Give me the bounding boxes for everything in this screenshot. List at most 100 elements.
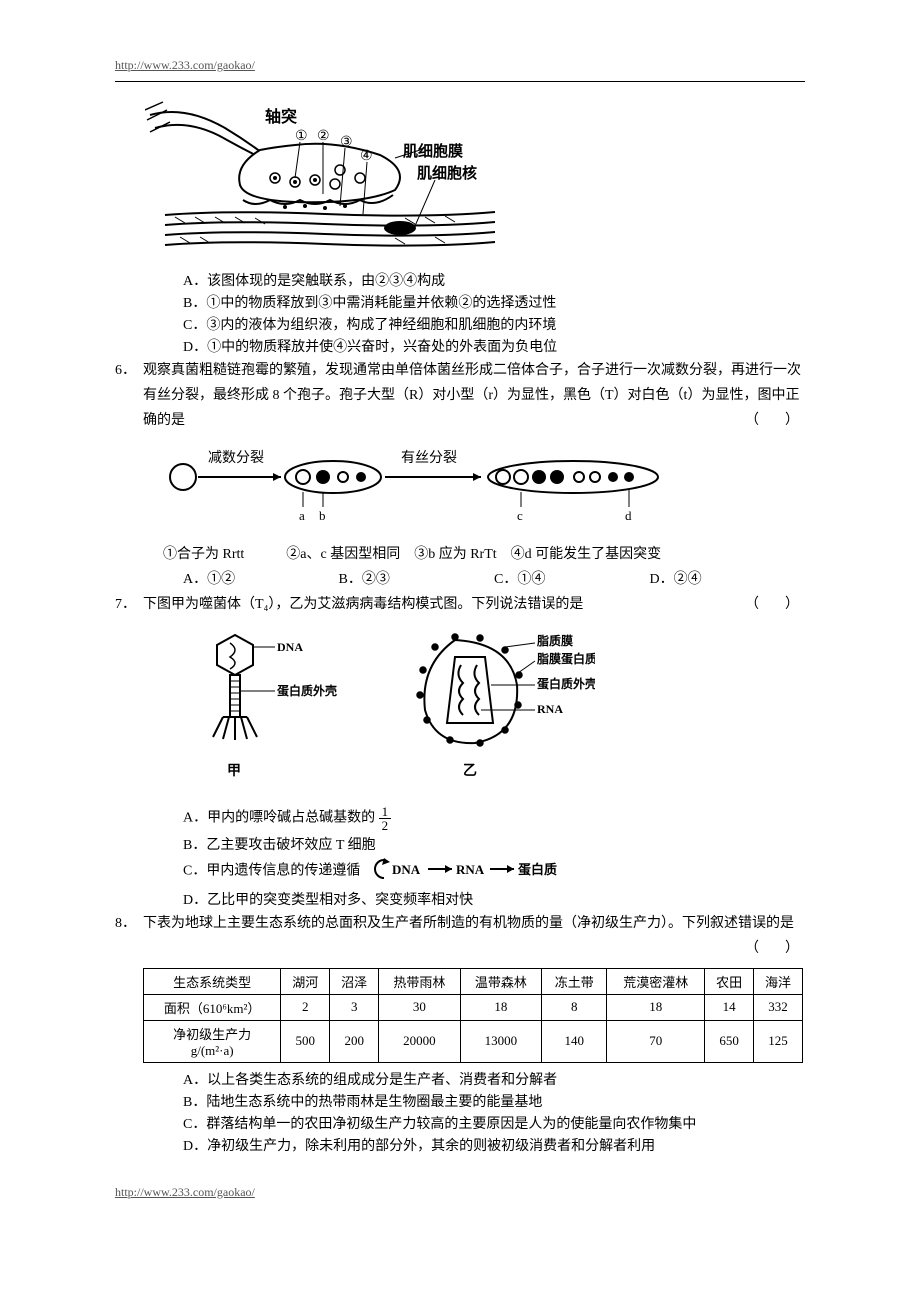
td: 500 bbox=[281, 1020, 330, 1062]
q8-opt-a: A．以上各类生态系统的组成成分是生产者、消费者和分解者 bbox=[183, 1069, 805, 1089]
td: 18 bbox=[460, 994, 542, 1020]
q7-text: 下图甲为噬菌体（T₄），乙为艾滋病病毒结构模式图。下列说法错误的是 （ ） bbox=[143, 592, 805, 617]
q6: 6． 观察真菌粗糙链孢霉的繁殖，发现通常由单倍体菌丝形成二倍体合子，合子进行一次… bbox=[115, 358, 805, 434]
q6-text: 观察真菌粗糙链孢霉的繁殖，发现通常由单倍体菌丝形成二倍体合子，合子进行一次减数分… bbox=[143, 358, 805, 434]
q7-options: A．甲内的嘌呤碱占总碱基数的 12 B．乙主要攻击破坏效应 T 细胞 C．甲内遗… bbox=[115, 805, 805, 909]
td: 3 bbox=[330, 994, 379, 1020]
q5-opt-b: B．①中的物质释放到③中需消耗能量并依赖②的选择透过性 bbox=[183, 292, 805, 312]
th-3: 热带雨林 bbox=[379, 968, 461, 994]
td: 125 bbox=[754, 1020, 803, 1062]
q7-opt-d: D．乙比甲的突变类型相对多、突变频率相对快 bbox=[183, 889, 805, 909]
page: http://www.233.com/gaokao/ 轴突 bbox=[0, 0, 920, 1250]
label-coat2: 蛋白质外壳 bbox=[537, 676, 595, 691]
q5-opt-c: C．③内的液体为组织液，构成了神经细胞和肌细胞的内环境 bbox=[183, 314, 805, 334]
q5-opt-a: A．该图体现的是突触联系，由②③④构成 bbox=[183, 270, 805, 290]
label-lipid: 脂质膜 bbox=[536, 633, 573, 648]
label-dna: DNA bbox=[277, 640, 303, 654]
th-5: 冻土带 bbox=[542, 968, 607, 994]
th-8: 海洋 bbox=[754, 968, 803, 994]
label-jia: 甲 bbox=[227, 763, 241, 779]
td: 332 bbox=[754, 994, 803, 1020]
td: 14 bbox=[705, 994, 754, 1020]
td: 18 bbox=[607, 994, 705, 1020]
q6-choice-d: D．②④ bbox=[650, 567, 806, 592]
header-rule bbox=[115, 81, 805, 82]
q7-num: 7． bbox=[115, 592, 143, 617]
q6-num: 6． bbox=[115, 358, 143, 434]
q5-options: A．该图体现的是突触联系，由②③④构成 B．①中的物质释放到③中需消耗能量并依赖… bbox=[115, 270, 805, 356]
label-c1: ① bbox=[295, 129, 308, 144]
q7-opt-a: A．甲内的嘌呤碱占总碱基数的 12 bbox=[183, 805, 805, 832]
q8-opt-d: D．净初级生产力，除未利用的部分外，其余的则被初级消费者和分解者利用 bbox=[183, 1135, 805, 1155]
th-6: 荒漠密灌林 bbox=[607, 968, 705, 994]
th-2: 沼泽 bbox=[330, 968, 379, 994]
q7-stem: 下图甲为噬菌体（T₄），乙为艾滋病病毒结构模式图。下列说法错误的是 bbox=[143, 597, 583, 612]
q5-opt-d: D．①中的物质释放并使④兴奋时，兴奋处的外表面为负电位 bbox=[183, 336, 805, 356]
q7: 7． 下图甲为噬菌体（T₄），乙为艾滋病病毒结构模式图。下列说法错误的是 （ ） bbox=[115, 592, 805, 617]
label-meiosis: 减数分裂 bbox=[208, 450, 264, 466]
figure-synapse: 轴突 bbox=[145, 100, 805, 260]
td: 140 bbox=[542, 1020, 607, 1062]
spores-svg: 减数分裂 a b 有丝分裂 c bbox=[163, 442, 683, 532]
synapse-svg: 轴突 bbox=[145, 100, 505, 260]
q7-opt-c: C．甲内遗传信息的传递遵循 DNA RNA 蛋白质 bbox=[183, 856, 805, 887]
q8-paren: （ ） bbox=[745, 936, 805, 961]
q6-choices: A．①② B．②③ C．①④ D．②④ bbox=[115, 567, 805, 592]
q8-options: A．以上各类生态系统的组成成分是生产者、消费者和分解者 B．陆地生态系统中的热带… bbox=[115, 1069, 805, 1155]
q8-num: 8． bbox=[115, 911, 143, 961]
td: 面积（610⁶km²） bbox=[144, 994, 281, 1020]
svg-text:DNA: DNA bbox=[392, 862, 421, 877]
th-4: 温带森林 bbox=[460, 968, 542, 994]
q6-choice-b: B．②③ bbox=[339, 567, 495, 592]
label-yi: 乙 bbox=[463, 763, 477, 779]
fraction-half: 12 bbox=[379, 805, 392, 832]
label-mitosis: 有丝分裂 bbox=[401, 450, 457, 466]
label-d: d bbox=[625, 508, 632, 523]
q8: 8． 下表为地球上主要生态系统的总面积及生产者所制造的有机物质的量（净初级生产力… bbox=[115, 911, 805, 961]
td: 650 bbox=[705, 1020, 754, 1062]
table-row: 净初级生产力 g/(m²·a) 500 200 20000 13000 140 … bbox=[144, 1020, 803, 1062]
q7-paren: （ ） bbox=[745, 592, 805, 617]
q6-paren: （ ） bbox=[745, 408, 805, 433]
table-header-row: 生态系统类型 湖河 沼泽 热带雨林 温带森林 冻土带 荒漠密灌林 农田 海洋 bbox=[144, 968, 803, 994]
q8-text: 下表为地球上主要生态系统的总面积及生产者所制造的有机物质的量（净初级生产力）。下… bbox=[143, 911, 805, 961]
td: 70 bbox=[607, 1020, 705, 1062]
label-c4: ④ bbox=[360, 149, 373, 164]
td: 30 bbox=[379, 994, 461, 1020]
table-row: 面积（610⁶km²） 2 3 30 18 8 18 14 332 bbox=[144, 994, 803, 1020]
label-c3: ③ bbox=[340, 135, 353, 150]
th-1: 湖河 bbox=[281, 968, 330, 994]
td: 净初级生产力 g/(m²·a) bbox=[144, 1020, 281, 1062]
footer-url: http://www.233.com/gaokao/ bbox=[115, 1185, 805, 1200]
q8-stem: 下表为地球上主要生态系统的总面积及生产者所制造的有机物质的量（净初级生产力）。下… bbox=[143, 916, 794, 931]
td: 8 bbox=[542, 994, 607, 1020]
q6-stem: 观察真菌粗糙链孢霉的繁殖，发现通常由单倍体菌丝形成二倍体合子，合子进行一次减数分… bbox=[143, 363, 801, 428]
dna-flow-diagram: DNA RNA 蛋白质 bbox=[370, 856, 570, 887]
label-coat: 蛋白质外壳 bbox=[277, 683, 337, 698]
label-c: c bbox=[517, 508, 523, 523]
label-c2: ② bbox=[317, 129, 330, 144]
q6-choice-c: C．①④ bbox=[494, 567, 650, 592]
q6-choice-a: A．①② bbox=[183, 567, 339, 592]
q7-opt-a-text: A．甲内的嘌呤碱占总碱基数的 bbox=[183, 811, 375, 826]
td: 200 bbox=[330, 1020, 379, 1062]
virus-svg: DNA 蛋白质外壳 甲 bbox=[175, 625, 595, 795]
label-lipoprot: 脂膜蛋白质 bbox=[536, 651, 595, 666]
header-url: http://www.233.com/gaokao/ bbox=[115, 58, 805, 73]
label-a: a bbox=[299, 508, 305, 523]
label-b: b bbox=[319, 508, 326, 523]
q7-opt-b: B．乙主要攻击破坏效应 T 细胞 bbox=[183, 834, 805, 854]
ecosystem-table: 生态系统类型 湖河 沼泽 热带雨林 温带森林 冻土带 荒漠密灌林 农田 海洋 面… bbox=[143, 968, 803, 1063]
td: 2 bbox=[281, 994, 330, 1020]
label-nucleus: 肌细胞核 bbox=[417, 164, 477, 182]
label-membrane: 肌细胞膜 bbox=[403, 142, 463, 160]
q6-statements: ①合子为 Rrtt ②a、c 基因型相同 ③b 应为 RrTt ④d 可能发生了… bbox=[115, 542, 805, 567]
label-rna: RNA bbox=[537, 702, 563, 716]
label-axon: 轴突 bbox=[265, 107, 297, 126]
q8-opt-c: C．群落结构单一的农田净初级生产力较高的主要原因是人为的使能量向农作物集中 bbox=[183, 1113, 805, 1133]
figure-virus: DNA 蛋白质外壳 甲 bbox=[175, 625, 805, 795]
th-0: 生态系统类型 bbox=[144, 968, 281, 994]
figure-spores: 减数分裂 a b 有丝分裂 c bbox=[163, 442, 805, 532]
q7-opt-c-text: C．甲内遗传信息的传递遵循 bbox=[183, 864, 360, 879]
q8-opt-b: B．陆地生态系统中的热带雨林是生物圈最主要的能量基地 bbox=[183, 1091, 805, 1111]
